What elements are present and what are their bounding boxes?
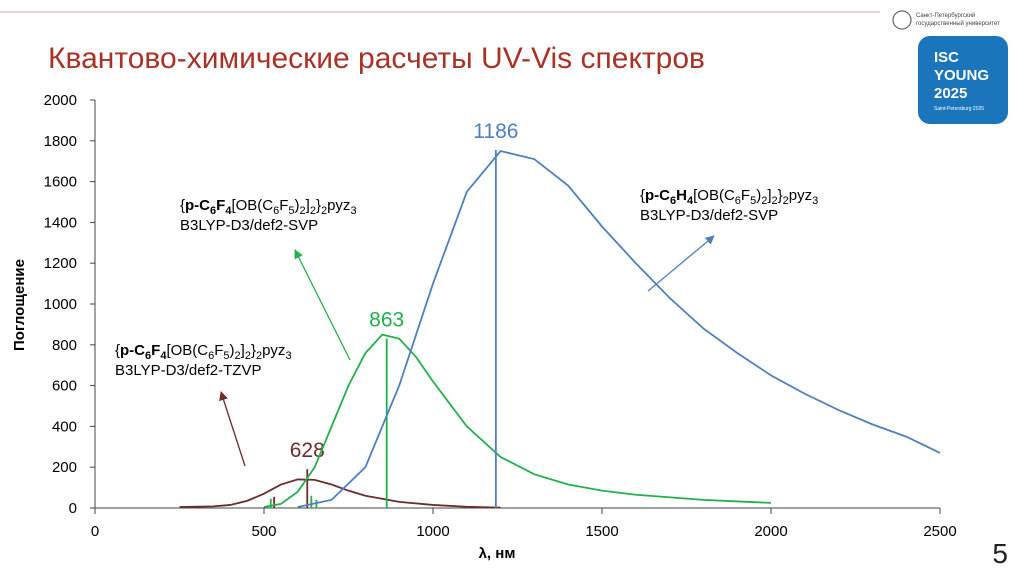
x-tick-label: 2000 — [754, 523, 787, 540]
logo: Санкт-Петербургский государственный унив… — [892, 10, 1008, 124]
y-tick-label: 1000 — [44, 296, 77, 313]
university-name: Санкт-Петербургский — [916, 12, 975, 19]
formula-part: ] — [767, 187, 771, 204]
formula-part: p-C — [645, 187, 670, 204]
formula-part: 2 — [783, 195, 789, 207]
formula-part: pyz — [789, 187, 812, 204]
badge — [918, 36, 1008, 124]
annotation-arrow — [647, 235, 715, 292]
formula-part: 6 — [145, 350, 151, 362]
badge-text: 2025 — [934, 85, 967, 102]
spectrum-line — [263, 333, 772, 508]
formula-part: 6 — [208, 350, 214, 362]
formula-part: 2 — [235, 350, 241, 362]
peak-label: 863 — [369, 309, 404, 332]
annotation-method: B3LYP-D3/def2-TZVP — [115, 362, 261, 379]
peak-label: 1186 — [473, 120, 518, 143]
annotation-method: B3LYP-D3/def2-SVP — [640, 207, 778, 224]
formula-part: { — [640, 187, 645, 204]
formula-part: } — [778, 187, 783, 204]
formula-part: pyz — [262, 342, 285, 359]
y-tick-label: 0 — [69, 500, 77, 517]
formula-part: ] — [306, 197, 310, 214]
formula-part: p-C — [120, 342, 145, 359]
formula-part: 4 — [160, 350, 167, 362]
y-tick-label: 600 — [52, 378, 77, 395]
formula-part: ) — [295, 197, 300, 214]
emblem — [892, 10, 912, 30]
formula-part: 2 — [761, 195, 767, 207]
x-tick-label: 1500 — [585, 523, 618, 540]
formula-part: 3 — [350, 205, 356, 217]
formula-part: 3 — [812, 195, 818, 207]
formula-part: { — [180, 197, 185, 214]
formula-part: F — [214, 342, 223, 359]
y-tick-label: 2000 — [44, 92, 77, 109]
x-tick-label: 500 — [251, 523, 276, 540]
formula-part: 2 — [256, 350, 262, 362]
university-name: государственный университет — [916, 20, 1000, 27]
x-tick-label: 0 — [91, 523, 99, 540]
formula-part: 4 — [687, 195, 694, 207]
y-tick-label: 1600 — [44, 174, 77, 191]
formula-part: p-C — [185, 197, 210, 214]
annotation-arrow — [219, 391, 246, 467]
formula-part: } — [251, 342, 256, 359]
annotation-method: B3LYP-D3/def2-SVP — [180, 217, 318, 234]
formula-part: ] — [241, 342, 245, 359]
spectrum-line — [179, 478, 501, 509]
y-tick-label: 400 — [52, 418, 77, 435]
formula-part: F — [741, 187, 750, 204]
x-tick-label: 2500 — [923, 523, 956, 540]
formula-part: F — [216, 197, 225, 214]
spectrum-line — [297, 149, 941, 508]
formula-part: [OB(C — [693, 187, 735, 204]
formula-part: 5 — [288, 205, 294, 217]
formula-part: 6 — [210, 205, 216, 217]
formula-part: 2 — [245, 350, 251, 362]
formula-part: 4 — [225, 205, 232, 217]
formula-part: [OB(C — [166, 342, 208, 359]
badge-text: ISC — [934, 49, 959, 66]
x-tick-label: 1000 — [416, 523, 449, 540]
annotation-formula: {p-C6F4[OB(C6F5)2]2}2pyz3 — [115, 342, 292, 362]
formula-part: H — [676, 187, 687, 204]
formula-part: 2 — [310, 205, 316, 217]
formula-part: 6 — [273, 205, 279, 217]
y-tick-label: 200 — [52, 459, 77, 476]
badge-subtext: Saint-Petersburg 2025 — [934, 106, 984, 112]
badge-text: YOUNG — [934, 67, 989, 84]
formula-part: 5 — [750, 195, 756, 207]
y-axis-label: Поглощение — [11, 259, 28, 351]
y-tick-label: 1800 — [44, 133, 77, 150]
annotation-arrow — [294, 249, 351, 361]
formula-part: { — [115, 342, 120, 359]
slide-number: 5 — [992, 538, 1008, 569]
y-tick-label: 800 — [52, 337, 77, 354]
formula-part: pyz — [327, 197, 350, 214]
formula-part: [OB(C — [231, 197, 273, 214]
annotation-formula: {p-C6F4[OB(C6F5)2]2}2pyz3 — [180, 197, 357, 217]
formula-part: 2 — [772, 195, 778, 207]
formula-part: 2 — [321, 205, 327, 217]
formula-part: 3 — [285, 350, 291, 362]
x-axis-label: λ, нм — [479, 545, 516, 562]
slide-title: Квантово-химические расчеты UV-Vis спект… — [48, 42, 705, 75]
y-tick-label: 1400 — [44, 214, 77, 231]
formula-part: ) — [230, 342, 235, 359]
formula-part: F — [279, 197, 288, 214]
formula-part: 5 — [223, 350, 229, 362]
annotation-formula: {p-C6H4[OB(C6F5)2]2}2pyz3 — [640, 187, 818, 207]
formula-part: 6 — [670, 195, 676, 207]
formula-part: ) — [756, 187, 761, 204]
peak-label: 628 — [290, 439, 325, 462]
formula-part: F — [151, 342, 160, 359]
formula-part: 2 — [300, 205, 306, 217]
formula-part: 6 — [735, 195, 741, 207]
formula-part: } — [316, 197, 321, 214]
y-tick-label: 1200 — [44, 255, 77, 272]
